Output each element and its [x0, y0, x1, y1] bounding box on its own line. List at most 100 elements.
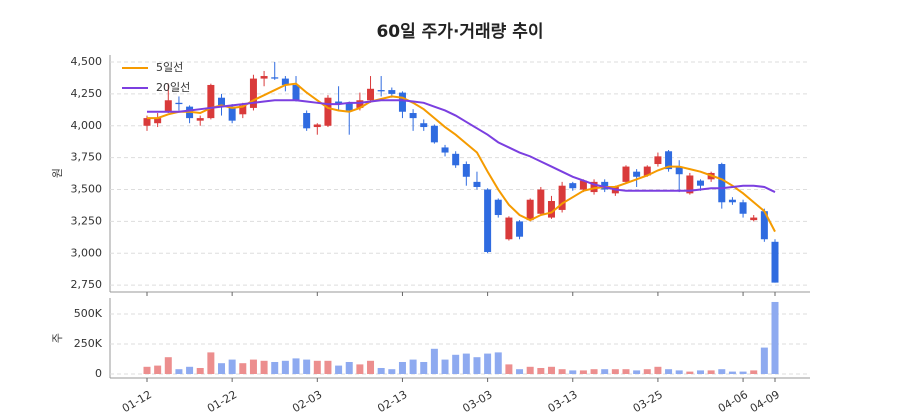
- volume-bar: [696, 370, 704, 374]
- volume-bar: [739, 371, 747, 374]
- y-tick-label: 500K: [74, 307, 103, 320]
- candle-body: [728, 199, 736, 203]
- x-tick-label: 03-13: [546, 388, 580, 415]
- candle-body: [292, 84, 300, 101]
- volume-bar: [154, 365, 162, 374]
- volume-bar: [207, 352, 215, 374]
- volume-bar: [377, 367, 385, 374]
- candle-body: [218, 97, 226, 106]
- x-tick-label: 02-03: [290, 388, 324, 415]
- candle-body: [154, 118, 162, 124]
- candle-body: [622, 166, 630, 182]
- candle-body: [537, 189, 545, 214]
- candle-body: [239, 105, 247, 115]
- volume-bar: [356, 364, 364, 374]
- candle-body: [164, 100, 172, 112]
- volume-bar: [675, 370, 683, 374]
- volume-bar: [718, 369, 726, 374]
- volume-bar: [313, 360, 321, 374]
- candle-body: [303, 113, 311, 129]
- volume-bar: [430, 348, 438, 374]
- candle-body: [196, 118, 204, 121]
- ma-line: [147, 99, 776, 193]
- volume-bar: [622, 369, 630, 374]
- volume-axis-label: 주: [51, 333, 64, 343]
- candle-body: [409, 113, 417, 119]
- candle-body: [739, 202, 747, 214]
- candle-body: [398, 92, 406, 112]
- candle-body: [494, 199, 502, 216]
- candle-body: [760, 211, 768, 240]
- volume-bar: [611, 369, 619, 374]
- volume-bar: [760, 347, 768, 374]
- candle-body: [335, 101, 343, 105]
- volume-bar: [590, 369, 598, 374]
- x-tick-label: 04-09: [748, 388, 782, 415]
- volume-bar: [505, 364, 513, 374]
- candle-body: [601, 181, 609, 190]
- y-tick-label: 3,750: [71, 151, 103, 164]
- candle-body: [175, 102, 183, 105]
- volume-bar: [537, 367, 545, 374]
- volume-bar: [143, 366, 151, 374]
- candle-body: [324, 97, 332, 126]
- volume-bar: [601, 369, 609, 374]
- ma-line: [147, 82, 776, 233]
- x-tick-label: 03-25: [631, 388, 665, 415]
- y-tick-label: 0: [95, 367, 102, 380]
- volume-bar: [409, 359, 417, 374]
- candle-body: [484, 189, 492, 253]
- candle-body: [249, 78, 257, 108]
- volume-bar: [516, 369, 524, 374]
- volume-bar: [771, 301, 779, 374]
- volume-bar: [484, 353, 492, 374]
- x-tick-label: 03-03: [460, 388, 494, 415]
- volume-bar: [164, 357, 172, 374]
- x-tick-label: 01-22: [205, 388, 239, 415]
- candle-body: [377, 90, 385, 92]
- x-tick-label: 01-12: [120, 388, 154, 415]
- candle-body: [771, 241, 779, 283]
- volume-bar: [441, 359, 449, 374]
- candle-body: [696, 180, 704, 186]
- volume-bar: [345, 361, 353, 374]
- volume-bar: [473, 357, 481, 374]
- candle-body: [462, 164, 470, 177]
- y-tick-label: 3,000: [71, 246, 103, 259]
- candle-body: [271, 77, 279, 79]
- candle-body: [686, 175, 694, 194]
- volume-bar: [665, 369, 673, 374]
- candle-body: [313, 124, 321, 128]
- volume-bar: [175, 369, 183, 374]
- candle-body: [388, 90, 396, 94]
- volume-bar: [228, 359, 236, 374]
- candle-body: [526, 199, 534, 221]
- candle-body: [228, 106, 236, 121]
- volume-bar: [186, 366, 194, 374]
- x-tick-label: 04-06: [716, 388, 750, 415]
- candle-body: [516, 221, 524, 237]
- x-tick-label: 02-13: [375, 388, 409, 415]
- candle-body: [441, 147, 449, 153]
- candle-body: [579, 180, 587, 190]
- y-tick-label: 4,500: [71, 55, 103, 68]
- y-tick-label: 3,500: [71, 183, 103, 196]
- candle-body: [643, 166, 651, 176]
- y-tick-label: 3,250: [71, 214, 103, 227]
- candle-body: [420, 123, 428, 128]
- candle-body: [558, 185, 566, 210]
- volume-bar: [239, 363, 247, 374]
- volume-bar: [686, 371, 694, 374]
- volume-bar: [707, 370, 715, 374]
- volume-bar: [569, 370, 577, 374]
- volume-bar: [452, 354, 460, 374]
- candle-body: [665, 151, 673, 170]
- volume-bar: [218, 363, 226, 374]
- candle-body: [281, 78, 289, 85]
- candle-body: [345, 102, 353, 111]
- volume-bar: [462, 353, 470, 374]
- volume-bar: [579, 370, 587, 374]
- volume-bar: [398, 361, 406, 374]
- volume-bar: [281, 360, 289, 374]
- legend-label: 5일선: [156, 60, 183, 74]
